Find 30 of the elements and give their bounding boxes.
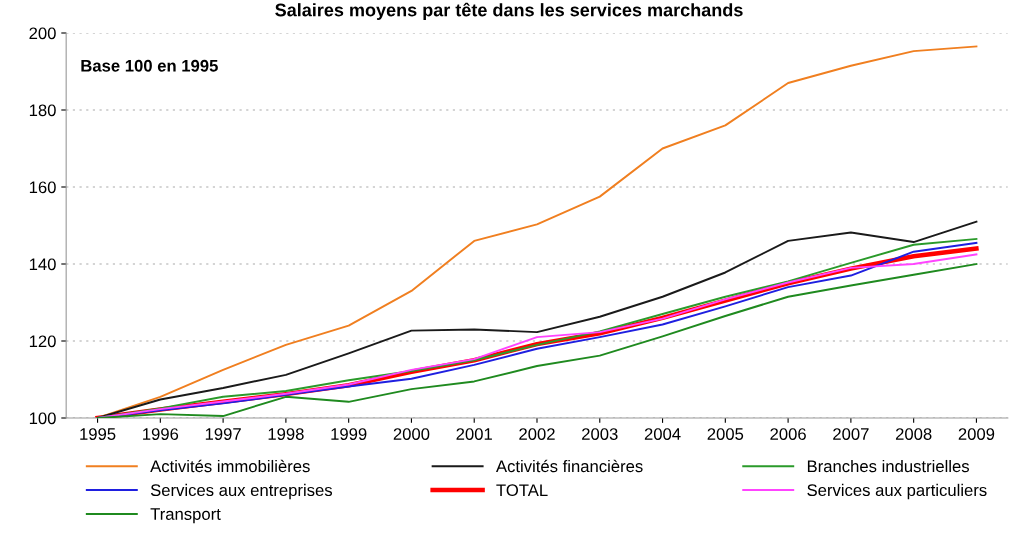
- x-tick-label: 2003: [582, 428, 618, 440]
- y-tick-label: 120: [29, 335, 56, 348]
- x-tick-label: 1998: [268, 428, 304, 440]
- x-tick-label: 2004: [644, 428, 681, 440]
- x-tick-label: 1997: [205, 428, 241, 440]
- y-tick-label: 140: [29, 258, 56, 271]
- x-tick-label: 2002: [519, 428, 555, 440]
- x-tick-label: 1999: [331, 428, 367, 440]
- x-tick-label: 1996: [143, 428, 179, 440]
- x-tick-label: 2006: [770, 428, 806, 440]
- y-tick-label: 200: [29, 27, 56, 40]
- legend-label: Branches industrielles: [807, 459, 970, 473]
- x-tick-label: 1995: [80, 428, 116, 440]
- x-tick-label: 2005: [707, 428, 744, 440]
- x-tick-label: 2001: [456, 428, 492, 440]
- y-tick-label: 160: [29, 181, 56, 194]
- legend-label: Services aux particuliers: [807, 483, 987, 500]
- y-tick-label: 100: [29, 412, 56, 425]
- y-tick-label: 180: [29, 104, 56, 117]
- annotation: Base 100 en 1995: [81, 59, 218, 72]
- x-tick-label: 2007: [833, 428, 869, 440]
- x-tick-label: 2009: [958, 428, 995, 440]
- legend-label: Activités financières: [495, 459, 643, 473]
- legend-label: Activités immobilières: [150, 459, 310, 473]
- legend-label: Transport: [150, 508, 221, 524]
- chart-title: Salaires moyens par tête dans les services marchands: [275, 2, 743, 20]
- legend-label: TOTAL: [496, 484, 548, 497]
- legend-label: Services aux entreprises: [150, 483, 333, 500]
- x-tick-label: 2008: [895, 428, 932, 440]
- x-tick-label: 2000: [393, 428, 430, 440]
